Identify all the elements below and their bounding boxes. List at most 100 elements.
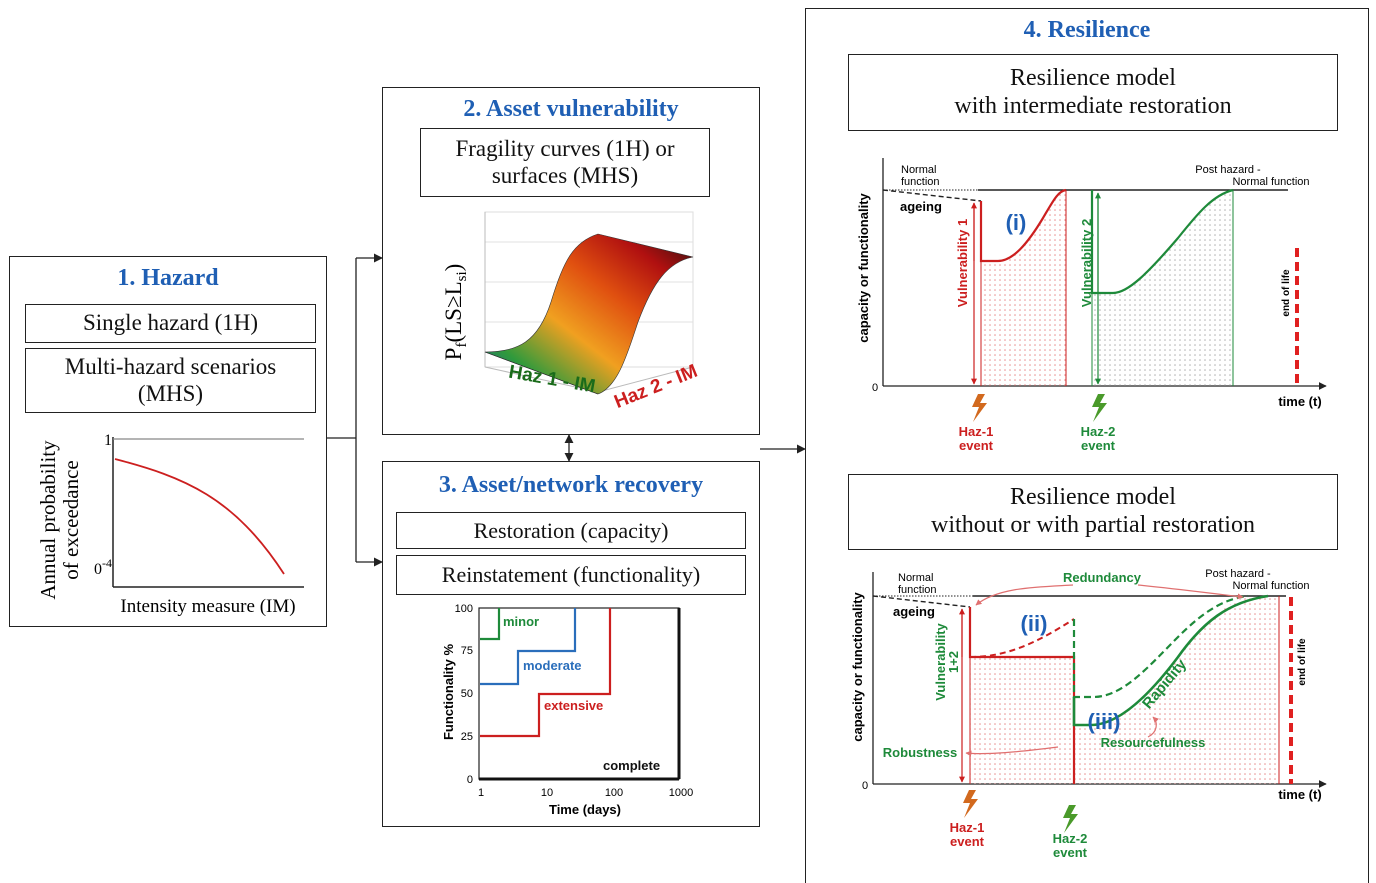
model1-curve-haz1 — [979, 188, 1067, 263]
model2-marker-iii: (iii) — [1088, 709, 1121, 734]
haz2-lightning-icon-2 — [1063, 805, 1078, 833]
restoration-box: Restoration (capacity) — [396, 512, 746, 549]
multi-hazard-box: Multi-hazard scenarios (MHS) — [25, 348, 316, 413]
recovery-xlabel: Time (days) — [549, 802, 621, 817]
model2-vuln-1: Vulnerability — [933, 622, 948, 700]
hazard-panel: 1. Hazard Single hazard (1H) Multi-hazar… — [9, 256, 327, 627]
haz2-lightning-icon — [1092, 394, 1107, 422]
hazard-ytick-top: 1 — [104, 432, 112, 449]
recovery-xtick-1: 1 — [478, 787, 484, 799]
fragility-surface-mesh — [484, 233, 694, 395]
model1-haz1-1: Haz-1 — [959, 424, 994, 439]
model2-marker-ii: (ii) — [1021, 611, 1048, 636]
vulnerability-panel: 2. Asset vulnerability Fragility curves … — [382, 87, 760, 435]
fragility-zlabel: Pf(LS≥Lsi) — [441, 264, 470, 361]
resilience-panel: 4. Resilience Resilience model with inte… — [805, 8, 1369, 883]
model2-title: Resilience model without or with partial… — [931, 484, 1255, 538]
recovery-chart: Functionality % 0 25 50 75 100 1 10 100 … — [441, 603, 693, 817]
recovery-ytick-0: 0 — [467, 774, 473, 786]
hazard-title: 1. Hazard — [117, 265, 219, 291]
model2-ylabel: capacity or functionality — [850, 591, 865, 741]
recovery-ytick-100: 100 — [455, 603, 473, 615]
model2-zero: 0 — [862, 780, 868, 792]
model1-ylabel: capacity or functionality — [856, 192, 871, 342]
model2-haz2-1: Haz-2 — [1053, 831, 1088, 846]
hazard-ytick-bottom: 0-4 — [94, 556, 112, 578]
hazard-ylabel-2: of exceedance — [59, 460, 83, 580]
fragility-box: Fragility curves (1H) or surfaces (MHS) — [420, 128, 710, 197]
model2-haz2-2: event — [1053, 845, 1088, 860]
reinstatement-label: Reinstatement (functionality) — [441, 562, 701, 588]
vulnerability-title: 2. Asset vulnerability — [463, 96, 679, 122]
model2-chart: capacity or functionality 0 Normal funct… — [850, 568, 1327, 860]
model1-shade-haz1 — [981, 190, 1066, 386]
model1-shade-haz2 — [1092, 190, 1233, 386]
model2-post-2: Normal function — [1232, 580, 1309, 592]
model2-normal-2: function — [898, 584, 937, 596]
model2-redundancy: Redundancy — [1063, 570, 1142, 585]
model2-ageing: ageing — [893, 604, 935, 619]
fragility-surface: Pf(LS≥Lsi) Haz 1 - IM Haz 2 - IM — [441, 211, 700, 413]
single-hazard-box: Single hazard (1H) — [25, 304, 316, 343]
model1-chart: capacity or functionality 0 Normal funct… — [856, 158, 1327, 453]
model2-ageing-line — [872, 595, 971, 608]
model2-post-1: Post hazard - — [1205, 568, 1271, 580]
model1-haz2-2: event — [1081, 438, 1116, 453]
model1-title-box: Resilience model with intermediate resto… — [848, 54, 1338, 131]
model2-vuln-2: 1+2 — [946, 651, 961, 673]
model1-ageing-line — [882, 189, 982, 202]
model1-vuln1: Vulnerability 1 — [955, 219, 970, 307]
model1-vuln2: Vulnerability 2 — [1079, 219, 1094, 307]
model2-time: time (t) — [1278, 787, 1321, 802]
hazard-curve — [114, 458, 285, 575]
recovery-step-minor — [480, 608, 501, 641]
resilience-title: 4. Resilience — [1023, 17, 1151, 43]
recovery-ylabel: Functionality % — [441, 644, 456, 741]
recovery-xtick-100: 100 — [605, 787, 623, 799]
multi-hazard-label: Multi-hazard scenarios (MHS) — [64, 354, 277, 406]
model2-normal-1: Normal — [898, 572, 933, 584]
recovery-label-complete: complete — [603, 758, 660, 773]
model1-zero: 0 — [872, 382, 878, 394]
recovery-label-minor: minor — [503, 614, 539, 629]
model1-title: Resilience model with intermediate resto… — [954, 64, 1232, 119]
model2-curve-green — [1072, 594, 1269, 727]
recovery-title: 3. Asset/network recovery — [438, 472, 704, 498]
recovery-label-extensive: extensive — [544, 698, 603, 713]
model2-haz1-1: Haz-1 — [950, 820, 985, 835]
haz1-lightning-icon — [972, 394, 987, 422]
model2-title-box: Resilience model without or with partial… — [848, 474, 1338, 550]
model1-normal-2: function — [901, 176, 940, 188]
recovery-ytick-75: 75 — [461, 645, 473, 657]
model1-end-of-life: end of life — [1281, 269, 1292, 317]
model2-resourcefulness: Resourcefulness — [1101, 735, 1206, 750]
recovery-xtick-1000: 1000 — [669, 787, 693, 799]
model1-haz1-2: event — [959, 438, 994, 453]
recovery-panel: 3. Asset/network recovery Restoration (c… — [382, 461, 760, 827]
recovery-ytick-25: 25 — [461, 731, 473, 743]
model1-haz2-1: Haz-2 — [1081, 424, 1116, 439]
fragility-axis-haz2: Haz 2 - IM — [611, 361, 700, 413]
model1-ageing: ageing — [900, 199, 942, 214]
model1-curve-haz2 — [1090, 188, 1234, 295]
model1-marker-i: (i) — [1006, 210, 1027, 235]
hazard-ylabel-1: Annual probability — [36, 440, 60, 600]
recovery-xtick-10: 10 — [541, 787, 553, 799]
fragility-label: Fragility curves (1H) or surfaces (MHS) — [455, 136, 675, 188]
restoration-label: Restoration (capacity) — [473, 517, 669, 543]
reinstatement-box: Reinstatement (functionality) — [396, 555, 746, 595]
recovery-step-moderate — [480, 608, 577, 686]
model2-shade — [970, 596, 1279, 784]
model1-post-2: Normal function — [1232, 176, 1309, 188]
recovery-label-moderate: moderate — [523, 658, 582, 673]
model1-normal-1: Normal — [901, 164, 936, 176]
hazard-exceedance-chart: Annual probability of exceedance 1 0-4 I… — [36, 432, 304, 617]
model2-end-of-life: end of life — [1297, 638, 1308, 686]
recovery-ytick-50: 50 — [461, 688, 473, 700]
single-hazard-label: Single hazard (1H) — [83, 310, 258, 336]
model2-robustness: Robustness — [883, 745, 957, 760]
model2-curve-red-dashed — [969, 618, 1075, 658]
model2-haz1-2: event — [950, 834, 985, 849]
